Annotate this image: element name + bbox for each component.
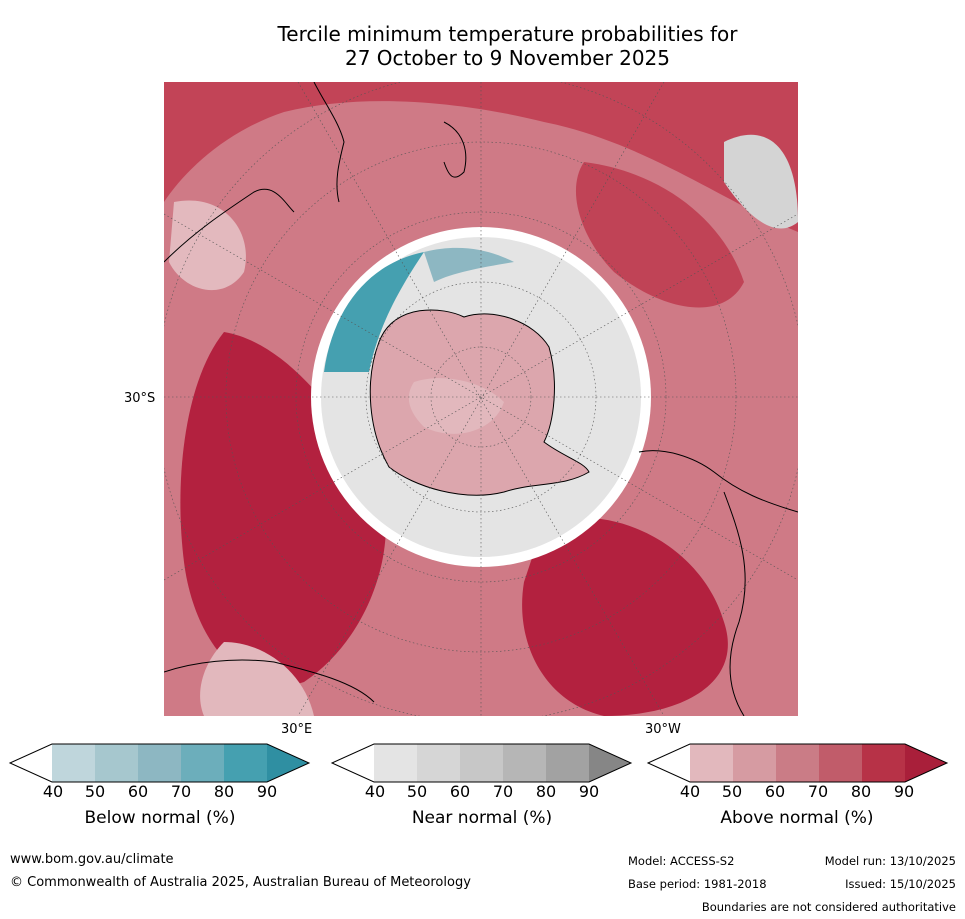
legend-below-normal xyxy=(8,743,311,783)
lat-label-30s: 30°S xyxy=(124,391,156,406)
above-tick-60: 60 xyxy=(764,782,786,801)
below-tick-70: 70 xyxy=(170,782,192,801)
cbar-near-seg-4 xyxy=(503,744,546,782)
colorbar-above xyxy=(646,743,949,783)
above-tick-80: 80 xyxy=(850,782,872,801)
title-line-1: Tercile minimum temperature probabilitie… xyxy=(277,22,738,46)
below-tick-40: 40 xyxy=(42,782,64,801)
near-tick-60: 60 xyxy=(449,782,471,801)
region-above-southeast xyxy=(522,517,728,716)
cbar-near-seg-1 xyxy=(374,744,417,782)
cbar-above-seg-2 xyxy=(733,744,776,782)
near-tick-90: 90 xyxy=(578,782,600,801)
near-tick-50: 50 xyxy=(406,782,428,801)
coastlines xyxy=(164,82,798,716)
antarctica-interior xyxy=(408,378,504,434)
cbar-below-seg-2 xyxy=(95,744,138,782)
above-tick-90: 90 xyxy=(893,782,915,801)
above-tick-70: 70 xyxy=(807,782,829,801)
cbar-above-outline xyxy=(646,743,949,783)
region-above-north xyxy=(164,82,798,232)
cbar-above-seg-6 xyxy=(905,744,947,782)
above-tick-50: 50 xyxy=(721,782,743,801)
near-tick-80: 80 xyxy=(535,782,557,801)
website-link[interactable]: www.bom.gov.au/climate xyxy=(10,852,174,867)
copyright-text: © Commonwealth of Australia 2025, Austra… xyxy=(10,875,471,890)
near-normal-title: Near normal (%) xyxy=(411,808,553,828)
title-line-2: 27 October to 9 November 2025 xyxy=(344,46,671,70)
near-tick-70: 70 xyxy=(492,782,514,801)
colorbar-near xyxy=(330,743,633,783)
cbar-near-seg-2 xyxy=(417,744,460,782)
region-pale-1 xyxy=(169,200,246,291)
lon-label-30w: 30°W xyxy=(645,722,681,737)
region-below-north xyxy=(424,247,514,282)
cbar-below-seg-1 xyxy=(52,744,95,782)
cbar-above-seg-5 xyxy=(862,744,905,782)
cbar-near-seg-5 xyxy=(546,744,589,782)
below-normal-title: Below normal (%) xyxy=(84,808,236,828)
cbar-near-seg-3 xyxy=(460,744,503,782)
issued-text: Issued: 15/10/2025 xyxy=(845,877,956,891)
near-tick-40: 40 xyxy=(364,782,386,801)
cbar-near-seg-6 xyxy=(589,744,631,782)
cbar-above-seg-1 xyxy=(690,744,733,782)
base-period-text: Base period: 1981-2018 xyxy=(628,877,767,891)
cbar-below-seg-0 xyxy=(10,744,52,782)
cbar-below-seg-4 xyxy=(181,744,224,782)
lon-label-30e: 30°E xyxy=(281,722,313,737)
cbar-near-outline xyxy=(330,743,633,783)
below-tick-90: 90 xyxy=(256,782,278,801)
region-near-1 xyxy=(724,134,798,229)
cbar-below-seg-3 xyxy=(138,744,181,782)
cbar-below-outline xyxy=(8,743,311,783)
below-tick-50: 50 xyxy=(84,782,106,801)
cbar-below-seg-5 xyxy=(224,744,267,782)
graticule xyxy=(164,82,798,716)
model-text: Model: ACCESS-S2 xyxy=(628,854,735,868)
disclaimer-text: Boundaries are not considered authoritat… xyxy=(701,900,956,914)
map-canvas xyxy=(164,82,798,716)
region-below-west xyxy=(324,252,424,372)
colorbar-below xyxy=(8,743,311,783)
above-normal-title: Above normal (%) xyxy=(720,808,874,828)
cbar-below-seg-6 xyxy=(267,744,309,782)
cbar-above-seg-3 xyxy=(776,744,819,782)
region-above-northeast xyxy=(575,162,744,308)
below-tick-60: 60 xyxy=(127,782,149,801)
model-run-text: Model run: 13/10/2025 xyxy=(824,854,956,868)
legend-above-normal xyxy=(646,743,949,783)
cbar-near-seg-0 xyxy=(332,744,374,782)
chart-title: Tercile minimum temperature probabilitie… xyxy=(0,22,965,70)
above-tick-40: 40 xyxy=(679,782,701,801)
legend-near-normal xyxy=(330,743,633,783)
below-tick-80: 80 xyxy=(213,782,235,801)
probability-map xyxy=(164,82,798,716)
cbar-above-seg-4 xyxy=(819,744,862,782)
cbar-above-seg-0 xyxy=(648,744,690,782)
